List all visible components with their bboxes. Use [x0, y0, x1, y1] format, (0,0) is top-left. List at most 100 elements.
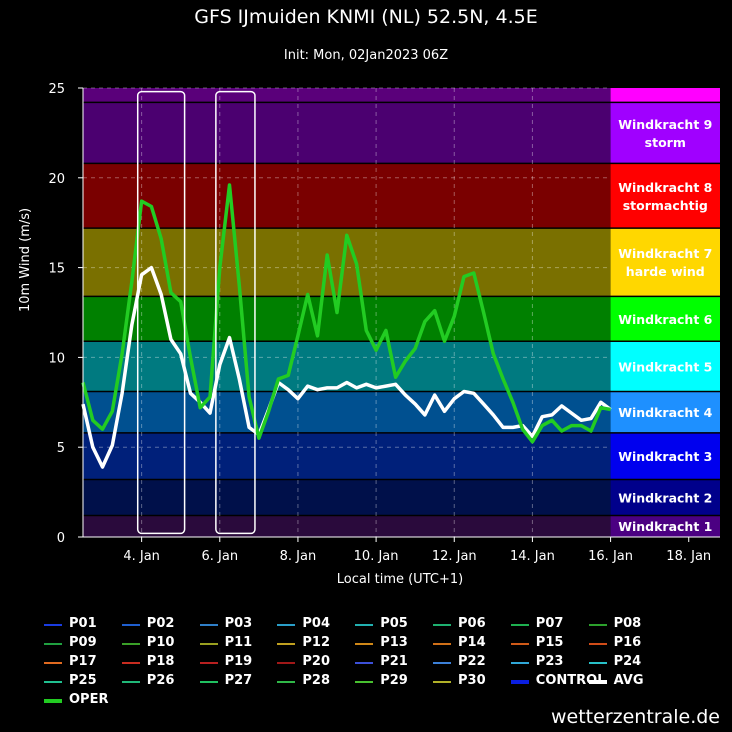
legend-swatch — [433, 662, 451, 664]
legend-swatch — [588, 643, 607, 645]
legend-label: P23 — [535, 654, 564, 669]
wind-chart: Windkracht 1 Windkracht 2 Windkracht 3 Wind… — [48, 82, 720, 564]
wind-band-0 — [83, 515, 611, 537]
legend-swatch — [433, 624, 451, 626]
legend-swatch — [355, 662, 374, 664]
wind-band-1 — [83, 479, 611, 516]
wind-band-label-bg-5 — [610, 296, 720, 342]
x-tick-label: 4. Jan — [123, 549, 160, 564]
legend-label: P14 — [458, 635, 486, 650]
wind-band-label-8: Windkracht 9 storm — [618, 117, 712, 150]
wind-band-label-bg-4 — [610, 341, 720, 392]
series-oper — [81, 183, 611, 444]
highlight-box-1 — [215, 90, 256, 535]
legend-swatch — [199, 643, 218, 645]
wind-band-3 — [83, 391, 611, 433]
wind-band-label-3: Windkracht 4 — [618, 405, 712, 420]
x-tick-label: 6. Jan — [201, 549, 238, 564]
y-tick-label: 15 — [48, 262, 65, 277]
legend-swatch — [277, 643, 296, 645]
legend-swatch — [510, 662, 529, 664]
legend-label: P21 — [380, 654, 408, 669]
legend-label: P07 — [535, 616, 564, 631]
legend-swatch — [277, 681, 296, 683]
x-tick-label: 14. Jan — [510, 549, 555, 564]
legend-label: P17 — [69, 654, 97, 669]
legend-swatch — [277, 624, 296, 626]
x-tick-label: 10. Jan — [354, 549, 399, 564]
legend-swatch — [199, 681, 218, 683]
legend-label: P15 — [535, 635, 564, 650]
legend-label: P27 — [224, 673, 253, 688]
legend-label: P09 — [69, 635, 97, 650]
wind-band-label-bg-2 — [610, 432, 720, 480]
legend-label: P02 — [146, 616, 175, 631]
legend-label: P29 — [380, 673, 408, 688]
legend-swatch — [277, 662, 296, 664]
legend-swatch — [433, 681, 451, 683]
legend-label: P13 — [380, 635, 408, 650]
wind-band-8 — [83, 102, 611, 164]
wind-band-label-bg-7 — [610, 163, 720, 229]
legend-label: P04 — [302, 616, 331, 631]
y-tick-label: 25 — [48, 82, 65, 97]
legend-label: P16 — [613, 635, 642, 650]
wind-band-label-bg-1 — [610, 479, 720, 516]
wind-band-label-bg-9 — [610, 88, 720, 103]
wind-band-9 — [83, 88, 611, 103]
wind-band-label-6: Windkracht 7 harde wind — [618, 246, 712, 279]
legend-label: AVG — [613, 673, 644, 688]
legend-swatch — [44, 624, 62, 626]
legend-swatch — [588, 624, 607, 626]
legend-swatch — [355, 681, 374, 683]
legend-swatch — [44, 662, 62, 664]
wind-band-label-4: Windkracht 5 — [618, 359, 712, 374]
legend-swatch — [44, 643, 62, 645]
wind-band-label-5: Windkracht 6 — [618, 312, 712, 327]
legend-swatch — [510, 680, 529, 684]
wind-band-label-7: Windkracht 8 stormachtig — [618, 180, 712, 213]
wind-band-label-0: Windkracht 1 — [618, 519, 712, 534]
y-tick-label: 0 — [57, 531, 65, 546]
legend-label: P11 — [224, 635, 253, 650]
wind-band-2 — [83, 432, 611, 480]
y-tick-label: 10 — [48, 351, 65, 366]
legend-swatch — [433, 643, 451, 645]
legend-label: P18 — [146, 654, 175, 669]
site-credit: wetterzentrale.de — [551, 706, 720, 728]
legend-swatch — [44, 681, 62, 683]
legend-swatch — [121, 624, 140, 626]
legend-swatch — [588, 662, 607, 664]
legend-label: P20 — [302, 654, 331, 669]
legend-swatch — [44, 699, 62, 703]
chart-subtitle: Init: Mon, 02Jan2023 06Z — [283, 48, 449, 63]
legend-swatch — [121, 662, 140, 664]
x-tick-label: 8. Jan — [280, 549, 317, 564]
wind-band-label-bg-8 — [610, 102, 720, 164]
legend-label: P06 — [458, 616, 486, 631]
legend-swatch — [355, 643, 374, 645]
highlight-box-0 — [136, 90, 186, 535]
legend-label: P05 — [380, 616, 408, 631]
legend-label: P28 — [302, 673, 331, 688]
legend-label: P25 — [69, 673, 97, 688]
legend-swatch — [588, 680, 607, 684]
wind-band-label-bg-6 — [610, 228, 720, 297]
legend-swatch — [199, 662, 218, 664]
legend-label: P30 — [458, 673, 486, 688]
wind-band-label-2: Windkracht 3 — [618, 449, 712, 464]
x-axis-label: Local time (UTC+1) — [336, 572, 464, 587]
legend-swatch — [121, 643, 140, 645]
wind-band-label-bg-0 — [610, 515, 720, 537]
legend-label: P12 — [302, 635, 331, 650]
y-tick-label: 20 — [48, 172, 65, 187]
legend-label: P24 — [613, 654, 642, 669]
chart-title: GFS IJmuiden KNMI (NL) 52.5N, 4.5E — [194, 6, 538, 28]
legend-label: P03 — [224, 616, 253, 631]
x-tick-label: 18. Jan — [666, 549, 711, 564]
legend-label: P01 — [69, 616, 97, 631]
legend-label: P26 — [146, 673, 175, 688]
y-tick-label: 5 — [57, 441, 65, 456]
legend-label: P22 — [458, 654, 486, 669]
